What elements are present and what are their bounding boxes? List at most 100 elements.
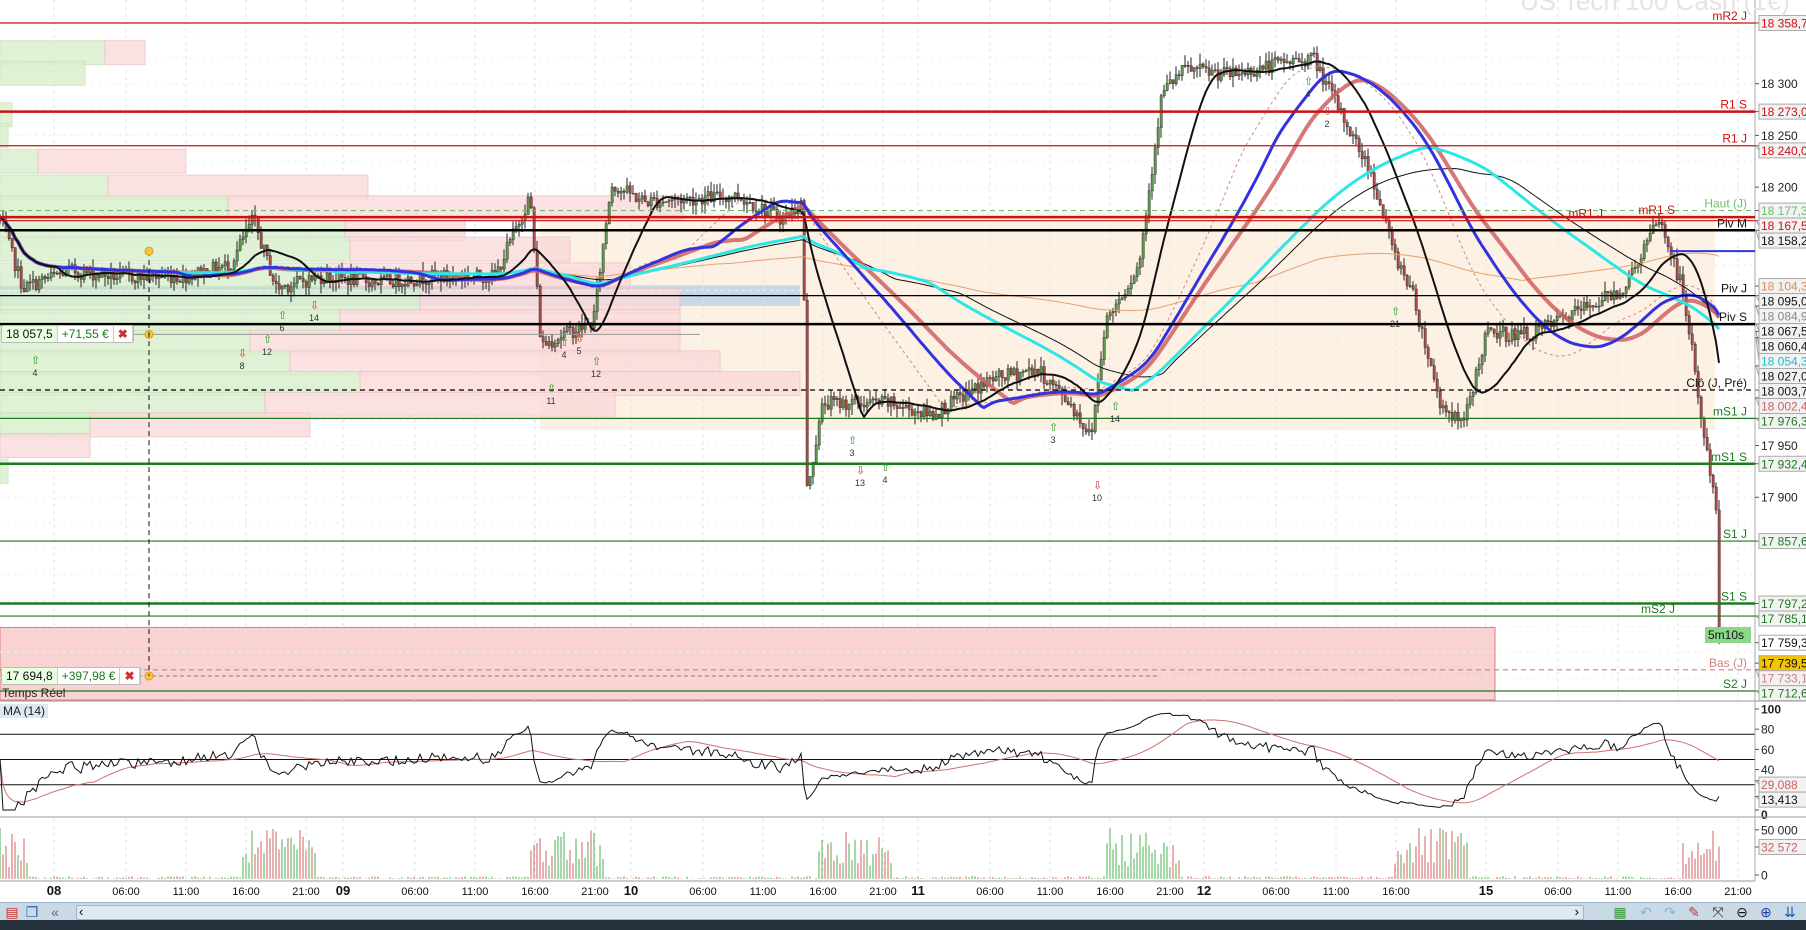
candle-down <box>772 206 776 210</box>
candle-down <box>13 247 17 271</box>
time-axis-day-label: 11 <box>911 883 925 898</box>
countdown-label: 5m10s <box>1708 628 1744 642</box>
candle-up <box>1477 364 1481 370</box>
candle-down <box>931 411 935 420</box>
candle-down <box>937 414 941 418</box>
level-label: Clô (J, Pré) <box>1686 376 1747 390</box>
candle-down <box>1234 67 1238 77</box>
candle-down <box>28 281 32 284</box>
redo-icon[interactable]: ↷ <box>1664 904 1676 920</box>
level-value: 18 084,9 <box>1761 310 1806 324</box>
candle-up <box>1117 299 1121 305</box>
candle-up <box>1582 302 1586 311</box>
zoom-in-icon[interactable]: ⊕ <box>1760 904 1772 920</box>
order-tag-2[interactable]: 17 694,8 +397,98 € ✖ <box>1 667 141 685</box>
candle-up <box>520 220 524 225</box>
order-tag-1[interactable]: 18 057,5 +71,55 € ✖ <box>1 325 134 344</box>
chart-windows-icon[interactable]: ❐ <box>25 904 39 920</box>
ma-black-line <box>0 60 1720 419</box>
candle-up <box>1630 268 1634 275</box>
ma-dashed-line <box>0 66 1720 413</box>
candle-down <box>1690 333 1694 345</box>
candle-down <box>1426 347 1430 359</box>
candle-down <box>160 276 164 278</box>
scroll-start-button[interactable]: « <box>51 904 59 920</box>
level-value: 17 712,6 <box>1761 687 1806 701</box>
candle-down <box>19 266 23 289</box>
candle-up <box>40 276 44 280</box>
level-value-box <box>1758 142 1806 159</box>
candle-down <box>1714 486 1718 511</box>
candle-down <box>1054 384 1058 386</box>
time-axis-hour-label: 06:00 <box>1262 886 1290 898</box>
candle-down <box>925 405 929 416</box>
level-value: 18 240,0 <box>1761 144 1806 158</box>
candle-down <box>544 341 548 346</box>
candle-up <box>502 258 506 270</box>
candle-up <box>1099 359 1103 380</box>
signal-arrow-icon: ⇩ <box>575 333 584 345</box>
close-order-icon[interactable]: ✖ <box>120 668 140 684</box>
level-label: R1 J <box>1722 132 1747 146</box>
candle-down <box>1225 67 1229 69</box>
candle-down <box>1297 58 1301 63</box>
candle-down <box>1699 397 1703 419</box>
time-axis-hour-label: 11:00 <box>173 886 200 898</box>
signal-count: 4 <box>882 475 887 485</box>
volume-profile-sell <box>89 412 311 438</box>
candle-up <box>1237 73 1241 77</box>
candle-down <box>613 187 617 192</box>
candle-up <box>1138 258 1142 268</box>
undo-icon[interactable]: ↶ <box>1640 904 1652 920</box>
candle-down <box>1414 288 1418 311</box>
candle-down <box>751 202 755 211</box>
rsi-panel-title[interactable]: MA (14) <box>0 704 49 718</box>
candle-down <box>1366 156 1370 173</box>
candle-down <box>1405 275 1409 286</box>
candle-up <box>817 421 821 446</box>
chart-tools-icon[interactable]: ✎ <box>1688 904 1700 920</box>
price-chart[interactable]: mR2 J R1 S R1 J Haut (J) mR1 S mR1 J Piv M Piv … <box>0 0 1806 902</box>
candle-down <box>1591 305 1595 308</box>
candles-icon[interactable]: ▤ <box>5 904 19 920</box>
candle-down <box>367 282 371 287</box>
candle-down <box>1435 378 1439 392</box>
candle-down <box>1420 326 1424 329</box>
candle-up <box>1573 306 1577 311</box>
candle-up <box>115 277 119 281</box>
close-order-icon[interactable]: ✖ <box>114 326 133 343</box>
level-value: 17 857,6 <box>1761 535 1806 549</box>
zoom-fit-icon[interactable]: ⤧ <box>1712 904 1724 920</box>
candle-down <box>1345 122 1349 128</box>
level-value: 17 932,4 <box>1761 457 1806 471</box>
signal-count: 12 <box>262 347 272 357</box>
candle-up <box>1480 355 1484 365</box>
signal-count: 14 <box>309 313 319 323</box>
candle-up <box>1309 52 1313 56</box>
candle-up <box>1126 288 1130 295</box>
candle-up <box>1039 366 1043 374</box>
candle-down <box>34 279 38 290</box>
candle-down <box>76 272 80 276</box>
candle-up <box>559 337 563 340</box>
candle-up <box>526 196 530 215</box>
candle-down <box>1675 258 1679 281</box>
horizontal-scrollbar[interactable]: ‹ › <box>76 904 1584 920</box>
rsi-tick-label: 60 <box>1761 743 1775 757</box>
level-value-box <box>1758 455 1806 472</box>
candle-down <box>1438 390 1442 409</box>
level-value: 18 177,3 <box>1761 204 1806 218</box>
candle-up <box>250 214 254 225</box>
calendar-icon[interactable]: ▦ <box>1613 904 1627 920</box>
scroll-left-button[interactable]: ‹ <box>79 904 84 919</box>
candle-up <box>1213 69 1217 72</box>
candle-down <box>1423 328 1427 348</box>
candle-down <box>226 261 230 272</box>
candle-up <box>841 399 845 408</box>
zoom-out-icon[interactable]: ⊖ <box>1736 904 1748 920</box>
level-label: Haut (J) <box>1704 197 1747 211</box>
time-axis-hour-label: 11:00 <box>1323 886 1350 898</box>
signal-count: 12 <box>591 369 601 379</box>
scroll-right-button[interactable]: › <box>1574 904 1579 919</box>
more-options-icon[interactable]: ⇊ <box>1784 904 1796 920</box>
